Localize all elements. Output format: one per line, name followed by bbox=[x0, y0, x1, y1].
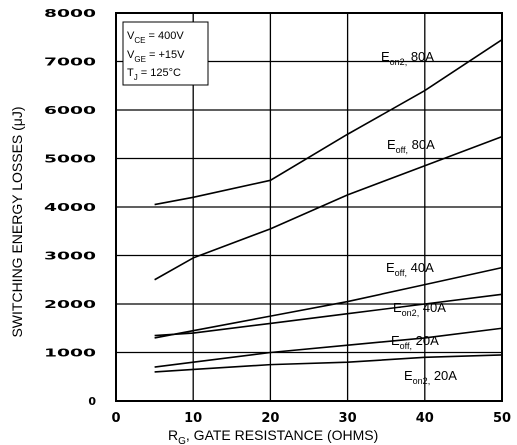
series-label: Eoff, 20A bbox=[391, 333, 439, 351]
plot-frame bbox=[115, 12, 503, 402]
y-tick-label: 1000 bbox=[44, 347, 97, 360]
y-tick-labels: 0 1000 2000 3000 4000 5000 6000 7000 8000 bbox=[44, 7, 97, 408]
series-label: Eon2, 20A bbox=[404, 368, 457, 386]
x-axis-label: RG, GATE RESISTANCE (OHMS) bbox=[168, 427, 378, 445]
y-axis-label: SWITCHING ENERGY LOSSES (μJ) bbox=[9, 106, 25, 337]
series-line bbox=[154, 293, 503, 337]
series-line bbox=[154, 266, 503, 339]
x-tick-label: 50 bbox=[493, 411, 511, 426]
x-tick-labels: 0 10 20 30 40 50 bbox=[111, 411, 511, 426]
conditions-box: VCE = 400V VGE = +15V TJ = 125°C bbox=[122, 21, 209, 86]
series-label: Eon2, 40A bbox=[393, 300, 446, 318]
series-label: Eoff, 40A bbox=[386, 260, 434, 278]
series-labels: Eon2, 80A Eoff, 80A Eoff, 40A Eon2, 40A Eoff… bbox=[381, 49, 457, 386]
series-label: Eoff, 80A bbox=[387, 137, 435, 155]
y-tick-label: 2000 bbox=[44, 298, 97, 311]
y-tick-label: 5000 bbox=[44, 153, 97, 166]
condition-vge: VGE = +15V bbox=[127, 49, 185, 64]
x-tick-label: 40 bbox=[416, 411, 434, 426]
series-line bbox=[154, 135, 503, 281]
y-tick-label: 4000 bbox=[44, 201, 97, 214]
x-tick-label: 20 bbox=[261, 411, 279, 426]
series-line bbox=[154, 327, 503, 368]
series-line bbox=[154, 39, 503, 206]
x-tick-label: 30 bbox=[339, 411, 357, 426]
series-line bbox=[154, 354, 503, 373]
x-tick-label: 0 bbox=[111, 411, 120, 426]
series-lines bbox=[154, 39, 503, 373]
x-tick-label: 10 bbox=[184, 411, 202, 426]
condition-vce: VCE = 400V bbox=[127, 30, 184, 45]
y-tick-label: 6000 bbox=[44, 104, 97, 117]
y-tick-label: 3000 bbox=[44, 250, 97, 263]
series-label: Eon2, 80A bbox=[381, 49, 434, 67]
y-tick-label: 7000 bbox=[44, 56, 97, 69]
condition-tj: TJ = 125°C bbox=[127, 67, 181, 82]
y-tick-label: 0 bbox=[88, 395, 96, 408]
y-tick-label: 8000 bbox=[44, 7, 97, 20]
